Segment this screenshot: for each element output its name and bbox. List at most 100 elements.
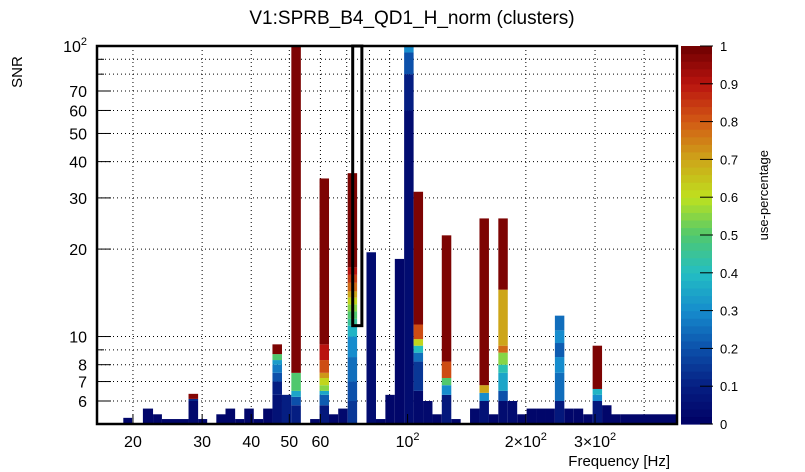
colorbar-tick-label: 0.7 bbox=[720, 152, 738, 167]
colorbar-cell bbox=[681, 295, 712, 304]
colorbar: 0 0.1 0.2 0.3 0.4 0.5 0.6 0.7 0.8 0.9 1 bbox=[681, 39, 738, 432]
histogram-bin bbox=[188, 400, 199, 424]
histogram-bin bbox=[479, 392, 489, 401]
colorbar-tick-label: 0.3 bbox=[720, 304, 738, 319]
colorbar-cell bbox=[681, 174, 712, 183]
colorbar-tick-label: 1 bbox=[720, 39, 727, 54]
colorbar-cell bbox=[681, 219, 712, 229]
colorbar-cell bbox=[681, 197, 712, 206]
histogram-bin bbox=[498, 400, 508, 424]
histogram-bin bbox=[413, 324, 424, 340]
histogram-bin bbox=[272, 394, 282, 424]
histogram-bin bbox=[319, 178, 330, 345]
y-tick-label: 50 bbox=[69, 126, 87, 143]
histogram-bin bbox=[385, 394, 395, 424]
y-tick-label: 70 bbox=[69, 84, 87, 101]
histogram-bin bbox=[498, 372, 508, 391]
histogram-bin bbox=[310, 419, 320, 424]
histogram-bin bbox=[413, 352, 424, 362]
colorbar-cell bbox=[681, 250, 712, 259]
y-tick-label: 60 bbox=[69, 103, 87, 120]
colorbar-cell bbox=[681, 114, 712, 123]
histogram-bin bbox=[319, 360, 330, 373]
colorbar-tick-label: 0.2 bbox=[720, 341, 738, 356]
histogram-bin bbox=[347, 325, 358, 337]
histogram-bin bbox=[498, 352, 508, 365]
histogram-bin bbox=[244, 408, 254, 424]
histogram-bin bbox=[498, 289, 508, 346]
histogram-bin bbox=[470, 408, 480, 424]
histogram-bin bbox=[319, 372, 330, 378]
colorbar-cell bbox=[681, 333, 712, 342]
histogram-bin bbox=[281, 394, 292, 424]
histogram-bin bbox=[291, 396, 301, 406]
colorbar-cell bbox=[681, 401, 712, 410]
histogram-bin bbox=[526, 408, 537, 424]
histogram-bin bbox=[319, 385, 330, 391]
x-tick-label: 40 bbox=[242, 434, 260, 451]
colorbar-cell bbox=[681, 182, 712, 191]
histogram-bin bbox=[441, 385, 452, 395]
histogram-bin bbox=[319, 405, 330, 424]
y-tick-label: 6 bbox=[78, 394, 87, 411]
histogram-bin bbox=[272, 372, 282, 382]
x-axis-label: Frequency [Hz] bbox=[568, 453, 670, 470]
histogram-bin bbox=[272, 360, 282, 365]
colorbar-cell bbox=[681, 151, 712, 160]
y-tick-label: 10 bbox=[69, 330, 87, 347]
histogram-bin bbox=[498, 218, 508, 290]
x-tick-label: 102 bbox=[396, 431, 420, 451]
histogram-bin bbox=[498, 345, 508, 353]
colorbar-cell bbox=[681, 235, 712, 244]
histogram-bin bbox=[573, 408, 584, 424]
histogram-bin bbox=[272, 354, 282, 361]
colorbar-tick-label: 0.6 bbox=[720, 190, 738, 205]
histogram-bin bbox=[498, 390, 508, 401]
histogram-bin bbox=[153, 414, 162, 424]
histogram-bin bbox=[413, 345, 424, 353]
histogram-bin bbox=[404, 110, 414, 424]
x-tick-label: 2×102 bbox=[505, 431, 547, 451]
histogram-bin bbox=[404, 52, 414, 75]
colorbar-cell bbox=[681, 53, 712, 62]
colorbar-cell bbox=[681, 212, 712, 221]
colorbar-cell bbox=[681, 121, 712, 130]
x-tick-label: 50 bbox=[280, 434, 298, 451]
histogram-bin bbox=[592, 394, 603, 401]
y-tick-label: 20 bbox=[69, 242, 87, 259]
highlight-box bbox=[351, 44, 364, 328]
colorbar-tick-label: 0.4 bbox=[720, 266, 738, 281]
colorbar-cell bbox=[681, 76, 712, 85]
colorbar-cell bbox=[681, 265, 712, 274]
histogram-bin bbox=[338, 408, 348, 424]
colorbar-cell bbox=[681, 227, 712, 236]
histogram-bin bbox=[413, 390, 424, 424]
colorbar-tick-label: 0 bbox=[720, 417, 727, 432]
y-tick-label: 40 bbox=[69, 155, 87, 172]
colorbar-label: use-percentage bbox=[756, 150, 771, 240]
histogram-bin bbox=[347, 357, 358, 382]
histogram-bin bbox=[291, 372, 301, 391]
colorbar-cell bbox=[681, 144, 712, 153]
histogram-bin bbox=[347, 336, 358, 358]
colorbar-tick-label: 0.8 bbox=[720, 115, 738, 130]
colorbar-cell bbox=[681, 325, 712, 334]
histogram-bin bbox=[291, 390, 301, 397]
histogram-bin bbox=[272, 344, 282, 355]
histogram-bin bbox=[404, 74, 414, 111]
colorbar-tick-label: 0.5 bbox=[720, 228, 738, 243]
x-tick-label: 20 bbox=[124, 434, 142, 451]
histogram-bin bbox=[272, 364, 282, 373]
histogram-bin bbox=[216, 414, 226, 424]
colorbar-cell bbox=[681, 416, 712, 425]
histogram-bin bbox=[319, 394, 330, 406]
histogram-bin bbox=[517, 414, 527, 424]
colorbar-cell bbox=[681, 318, 712, 327]
histogram-bin bbox=[592, 345, 603, 389]
colorbar-cell bbox=[681, 61, 712, 70]
colorbar-cell bbox=[681, 355, 712, 365]
chart-title: V1:SPRB_B4_QD1_H_norm (clusters) bbox=[249, 8, 574, 29]
histogram-bin bbox=[235, 419, 245, 424]
histogram-bin bbox=[142, 408, 154, 424]
histogram-bin bbox=[347, 381, 358, 401]
